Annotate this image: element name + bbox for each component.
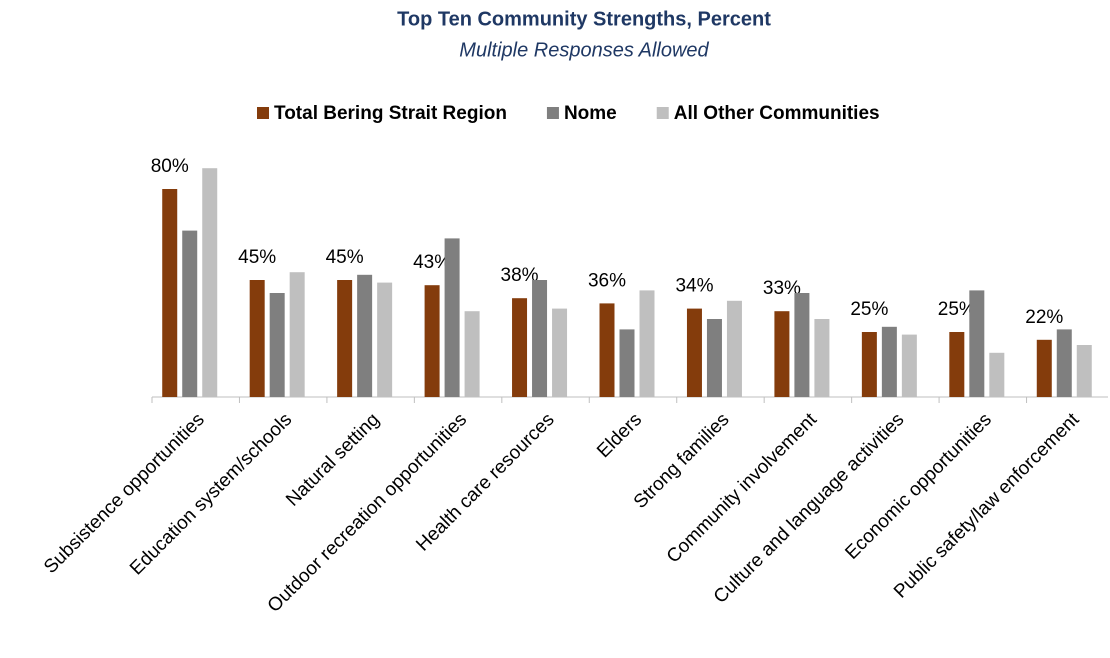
bar xyxy=(289,272,305,397)
bar xyxy=(202,168,218,397)
chart-title: Top Ten Community Strengths, Percent xyxy=(397,8,771,30)
data-label: 45% xyxy=(238,247,276,268)
x-tick-label: Economic opportunities xyxy=(841,409,996,564)
bar xyxy=(182,230,198,397)
data-label: 38% xyxy=(501,265,539,286)
bar xyxy=(706,319,722,397)
data-label: 43% xyxy=(413,252,451,273)
bar xyxy=(377,282,393,397)
data-label: 33% xyxy=(763,278,801,299)
bar xyxy=(969,290,985,397)
x-tick-label: Subsistence opportunities xyxy=(40,409,209,578)
bar xyxy=(686,308,702,397)
bar xyxy=(726,300,742,397)
legend-label: Nome xyxy=(564,103,617,124)
bar xyxy=(774,311,790,397)
data-label: 36% xyxy=(588,270,626,291)
bar xyxy=(861,332,877,397)
data-label: 25% xyxy=(850,299,888,320)
bar xyxy=(162,189,178,397)
bar xyxy=(949,332,965,397)
x-tick-label: Public safety/law enforcement xyxy=(890,409,1084,603)
x-tick-label: Natural setting xyxy=(282,409,383,510)
legend-label: Total Bering Strait Region xyxy=(274,103,507,124)
bar xyxy=(901,334,917,397)
data-label: 25% xyxy=(938,299,976,320)
data-label: 80% xyxy=(151,156,189,177)
legend-swatch xyxy=(546,107,559,119)
legend-label: All Other Communities xyxy=(674,103,880,124)
data-label: 45% xyxy=(326,247,364,268)
data-label: 22% xyxy=(1025,307,1063,328)
bar xyxy=(599,303,615,397)
x-tick-label: Elders xyxy=(593,409,646,462)
bar xyxy=(444,238,460,397)
legend-swatch xyxy=(257,107,269,119)
x-tick-label: Education system/schools xyxy=(126,409,296,579)
bar xyxy=(552,308,568,397)
bar xyxy=(794,293,810,397)
bar xyxy=(532,280,548,397)
bar xyxy=(512,298,528,397)
legend-swatch xyxy=(656,107,669,119)
x-tick-label: Community involvement xyxy=(663,409,822,568)
bar xyxy=(1076,345,1092,397)
bar xyxy=(357,274,373,397)
x-tick-label: Culture and language activities xyxy=(710,409,909,608)
chart-subtitle: Multiple Responses Allowed xyxy=(459,39,709,61)
bar xyxy=(881,326,897,397)
bar xyxy=(1056,329,1072,397)
bar xyxy=(337,280,353,397)
bar xyxy=(249,280,265,397)
bar xyxy=(814,319,830,397)
bar xyxy=(989,352,1005,397)
bar xyxy=(424,285,440,397)
bar xyxy=(1036,339,1052,397)
bar xyxy=(619,329,635,397)
data-label: 34% xyxy=(675,276,713,297)
bar xyxy=(269,293,285,397)
bar xyxy=(464,311,480,397)
bar xyxy=(639,290,655,397)
